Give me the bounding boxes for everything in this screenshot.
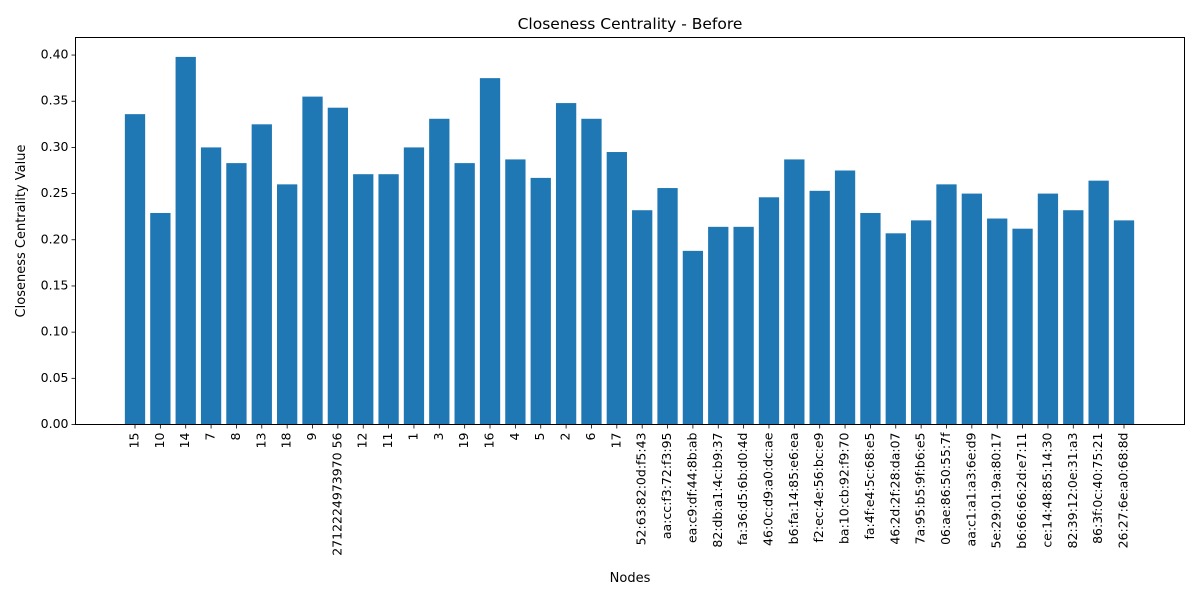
bar-17 (555, 103, 577, 425)
x-tick-label-17: 2 (558, 433, 573, 441)
x-tick-label-34: 5e:29:01:9a:80:17 (989, 433, 1004, 549)
x-tick-label-16: 5 (532, 433, 547, 441)
x-tick-label-24: fa:36:d5:6b:d0:4d (735, 433, 750, 546)
bar-19 (606, 152, 627, 425)
y-axis: 0.00 0.05 0.10 0.15 0.20 0.25 0.30 0.35 0.40 (41, 47, 76, 431)
x-tick-label-29: fa:4f:e4:5c:68:e5 (862, 433, 877, 540)
bar-34 (987, 218, 1008, 425)
x-tick-label-7: 9 (304, 432, 319, 440)
x-tick-label-38: 86:3f:0c:40:75:21 (1090, 433, 1105, 544)
bar-13 (454, 163, 475, 425)
bar-5 (251, 124, 272, 425)
x-tick-label-8: 2712224973970 56 (329, 432, 344, 555)
bar-18 (581, 118, 602, 425)
x-tick-label-33: aa:c1:a1:a3:6e:d9 (963, 432, 978, 546)
bar-38 (1088, 180, 1109, 425)
bar-7 (302, 96, 323, 425)
bar-22 (682, 250, 704, 425)
bar-33 (961, 193, 982, 425)
chart-title: Closeness Centrality - Before (518, 15, 743, 33)
bar-8 (327, 107, 349, 425)
bar-3 (200, 147, 222, 425)
x-tick-label-23: 82:db:a1:4c:b9:37 (710, 433, 725, 548)
x-tick-label-14: 16 (482, 432, 497, 448)
y-tick-label-7: 0.35 (41, 93, 69, 108)
x-tick-label-20: 52:63:82:0d:f5:43 (634, 433, 649, 546)
bar-2 (175, 56, 196, 425)
x-tick-label-35: b6:66:66:2d:e7:11 (1014, 433, 1029, 549)
bar-30 (885, 233, 906, 425)
y-axis-title: Closeness Centrality Value (14, 145, 29, 318)
x-tick-label-19: 17 (608, 433, 623, 449)
bar-31 (910, 220, 932, 425)
plot-area-frame (75, 37, 1185, 425)
y-tick-label-1: 0.05 (41, 370, 69, 385)
x-tick-label-32: 06:ae:86:50:55:7f (938, 432, 953, 545)
bar-26 (784, 159, 805, 425)
bar-35 (1012, 228, 1033, 425)
bar-27 (809, 190, 830, 425)
bar-25 (758, 197, 780, 425)
x-axis-title: Nodes (610, 571, 651, 586)
bar-32 (936, 184, 957, 425)
y-tick-label-3: 0.15 (41, 277, 69, 292)
y-tick-label-4: 0.20 (41, 231, 69, 246)
x-tick-label-22: ea:c9:df:44:8b:ab (684, 432, 699, 543)
y-tick-label-8: 0.40 (41, 47, 69, 62)
x-tick-label-12: 3 (431, 433, 446, 441)
x-tick-label-25: 46:0c:d9:a0:dc:ae (760, 432, 775, 546)
x-tick-label-4: 8 (228, 432, 243, 440)
bar-36 (1037, 193, 1059, 425)
x-tick-label-0: 15 (127, 433, 142, 449)
x-tick-label-26: b6:fa:14:85:e6:ea (786, 433, 801, 545)
x-tick-label-6: 18 (279, 432, 294, 448)
bar-9 (353, 174, 374, 425)
bar-0 (124, 114, 146, 425)
y-tick-label-6: 0.30 (41, 139, 69, 154)
x-tick-label-21: aa:cc:f3:72:f3:95 (659, 433, 674, 540)
x-tick-label-13: 19 (456, 432, 471, 448)
bar-37 (1063, 210, 1084, 425)
x-tick-label-1: 10 (152, 432, 167, 448)
x-tick-label-15: 4 (507, 432, 522, 440)
bars-layer (124, 56, 1135, 425)
bar-39 (1113, 220, 1135, 425)
bar-14 (479, 78, 501, 425)
bar-23 (708, 226, 729, 425)
x-axis: 15 10 14 7 8 13 18 9 2712224973970 56 12 11 1 3 19 16 4… (127, 424, 1131, 556)
x-tick-label-31: 7a:95:b5:9f:b6:e5 (913, 433, 928, 545)
x-tick-label-9: 12 (355, 433, 370, 449)
bar-10 (378, 174, 399, 425)
bar-24 (733, 226, 754, 425)
bar-6 (277, 184, 298, 425)
x-tick-label-5: 13 (253, 433, 268, 449)
bar-4 (226, 163, 247, 425)
bar-20 (632, 210, 653, 425)
bar-11 (403, 147, 425, 425)
bar-1 (150, 212, 171, 425)
bar-15 (505, 159, 526, 425)
x-tick-label-36: ce:14:48:85:14:30 (1039, 432, 1054, 547)
x-tick-label-10: 11 (380, 433, 395, 449)
y-tick-label-0: 0.00 (41, 416, 69, 431)
x-tick-label-3: 7 (203, 433, 218, 441)
bar-16 (530, 177, 551, 425)
bar-21 (657, 188, 678, 425)
bar-29 (860, 212, 881, 425)
x-tick-label-27: f2:ec:4e:56:bc:e9 (811, 432, 826, 542)
x-tick-label-30: 46:2d:2f:28:da:07 (887, 433, 902, 545)
x-tick-label-2: 14 (177, 432, 192, 448)
bar-28 (834, 170, 856, 425)
x-tick-label-39: 26:27:6e:a0:68:8d (1116, 433, 1131, 549)
x-tick-label-37: 82:39:12:0e:31:a3 (1065, 433, 1080, 549)
x-tick-label-11: 1 (405, 433, 420, 441)
x-tick-label-18: 6 (583, 432, 598, 440)
y-tick-label-2: 0.10 (41, 324, 69, 339)
x-tick-label-28: ba:10:cb:92:f9:70 (837, 432, 852, 544)
y-tick-label-5: 0.25 (41, 185, 69, 200)
bar-12 (429, 118, 450, 425)
